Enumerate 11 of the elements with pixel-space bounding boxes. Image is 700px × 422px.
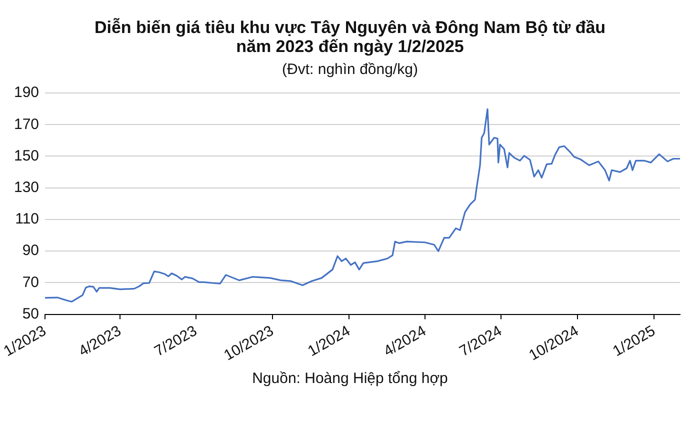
text: Nguồn: Hoàng Hiệp tổng hợp <box>251 370 449 387</box>
y-tick-label: 150 <box>14 147 40 164</box>
chart-title: Diễn biến giá tiêu khu vực Tây Nguyên và Đông Nam Bộ từ đầu năm 2023 đến ngày 1/2/2025 <box>93 18 607 56</box>
y-tick-label: 170 <box>14 116 40 133</box>
chart-subtitle: (Đvt: nghìn đồng/kg) <box>281 61 419 78</box>
y-tick-label: 50 <box>22 305 40 322</box>
y-tick-label: 90 <box>22 242 40 260</box>
y-tick-label: 130 <box>14 178 40 196</box>
y-tick-label: 110 <box>15 210 40 228</box>
y-tick-label: 190 <box>14 84 40 102</box>
y-tick-label: 70 <box>22 274 40 291</box>
